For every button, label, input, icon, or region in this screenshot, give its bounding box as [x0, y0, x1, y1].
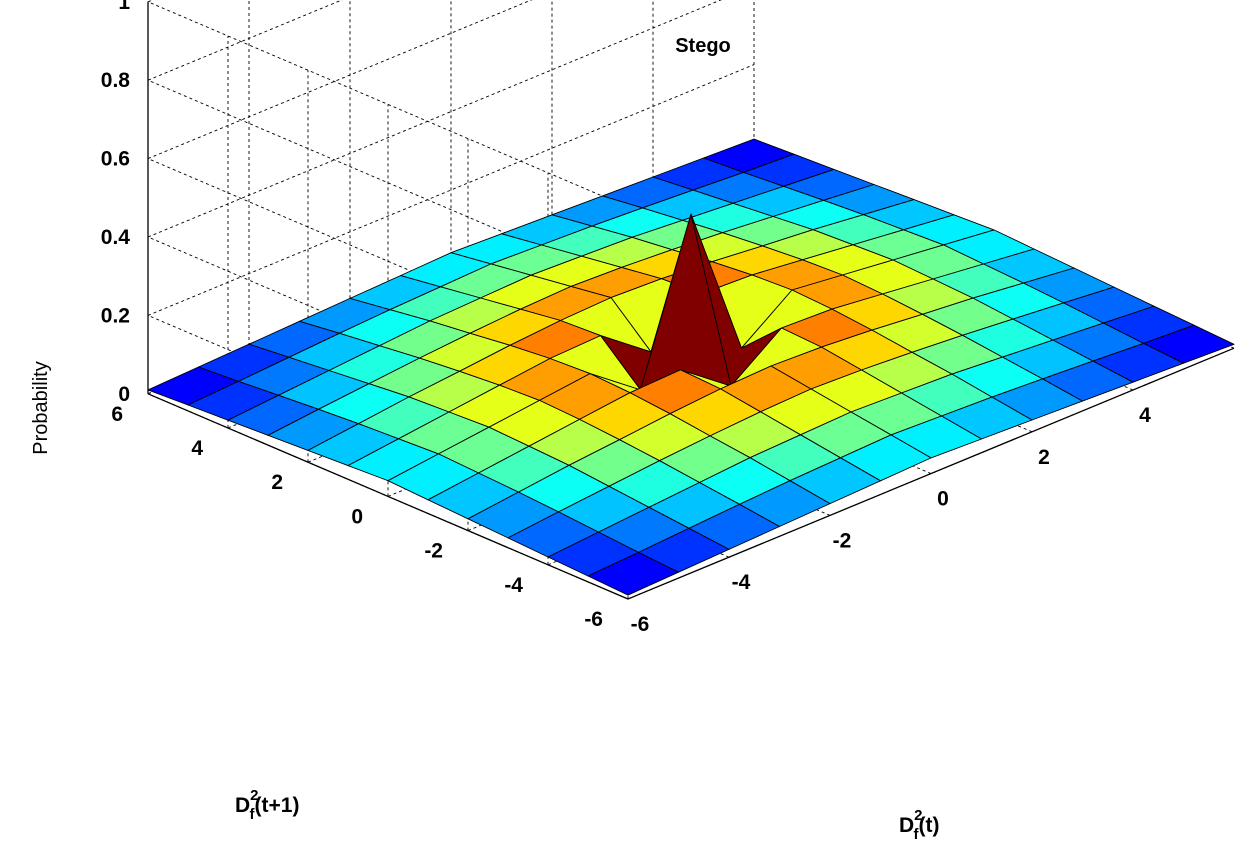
y-tick-label: -2 — [424, 540, 443, 563]
y-tick-label: 4 — [191, 437, 203, 460]
y-tick-label: 0 — [351, 505, 363, 528]
grid-line-back-horizontal — [147, 0, 343, 81]
x-tick-label: -2 — [833, 529, 852, 552]
y-axis-label-sup: 2 — [250, 787, 258, 804]
x-tick-label: 0 — [937, 488, 949, 511]
grid-line-back-horizontal — [147, 0, 722, 238]
y-tick-label: 6 — [111, 403, 123, 426]
y-axis-line — [147, 393, 629, 600]
x-axis-label-sup: 2 — [914, 807, 922, 824]
x-axis-label: D2 f(t) — [899, 807, 940, 843]
axis-lines — [147, 1, 1235, 600]
surface-mesh — [147, 138, 1235, 596]
x-tick-label: -6 — [631, 613, 650, 636]
x-axis-label-base: D — [899, 814, 914, 837]
y-axis-label-sub: f — [250, 806, 256, 823]
x-tick-label: -4 — [732, 571, 751, 594]
y-tick-label: -4 — [504, 574, 523, 597]
z-tick-label: 0.2 — [101, 304, 130, 327]
z-axis-label: Probability — [30, 361, 52, 454]
x-axis-label-sub: f — [914, 826, 920, 843]
y-tick-label: 2 — [271, 471, 283, 494]
x-axis-line — [627, 347, 1235, 600]
surface-cell — [587, 551, 679, 596]
x-axis-label-rest: (t) — [919, 814, 940, 837]
grid-line-back-horizontal — [147, 0, 533, 160]
z-tick-label: 0.8 — [101, 69, 131, 92]
z-tick-label: 0.6 — [101, 148, 130, 171]
z-tick-label: 1 — [118, 0, 130, 14]
chart-title: Stego — [675, 35, 731, 57]
x-tick-label: 4 — [1139, 404, 1151, 427]
y-axis-label: D2 f(t+1) — [235, 787, 299, 823]
x-tick-label: 2 — [1038, 446, 1050, 469]
y-axis-label-rest: (t+1) — [255, 794, 300, 817]
z-tick-label: 0.4 — [101, 226, 131, 249]
y-axis-label-base: D — [235, 794, 250, 817]
z-tick-label: 0 — [118, 383, 130, 406]
grid-line-back-horizontal — [147, 64, 755, 316]
y-tick-label: -6 — [584, 608, 603, 631]
